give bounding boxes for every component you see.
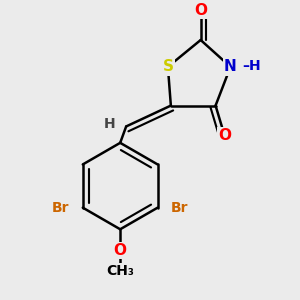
Text: Br: Br xyxy=(171,201,189,215)
Text: N: N xyxy=(224,59,237,74)
Text: S: S xyxy=(162,59,173,74)
Text: O: O xyxy=(218,128,231,143)
Text: O: O xyxy=(114,243,127,258)
Text: CH₃: CH₃ xyxy=(106,264,134,278)
Text: –H: –H xyxy=(243,59,261,73)
Text: H: H xyxy=(104,117,116,131)
Text: Br: Br xyxy=(52,201,69,215)
Text: O: O xyxy=(194,3,207,18)
